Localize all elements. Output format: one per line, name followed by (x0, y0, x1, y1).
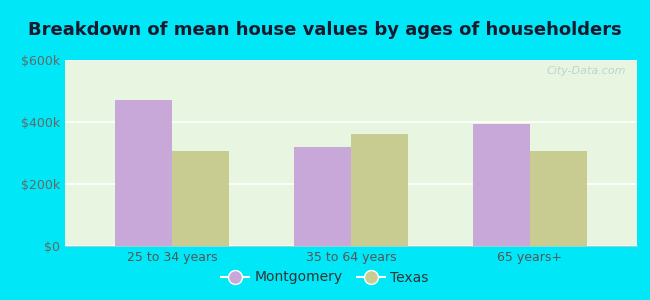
Bar (294, 147, 351, 246)
Legend: Montgomery, Texas: Montgomery, Texas (216, 265, 434, 290)
Text: Breakdown of mean house values by ages of householders: Breakdown of mean house values by ages o… (28, 21, 622, 39)
Bar (115, 100, 172, 246)
Bar (351, 134, 408, 246)
Bar (172, 152, 229, 246)
Bar (473, 124, 530, 246)
Bar (530, 152, 587, 246)
Text: City-Data.com: City-Data.com (546, 66, 625, 76)
